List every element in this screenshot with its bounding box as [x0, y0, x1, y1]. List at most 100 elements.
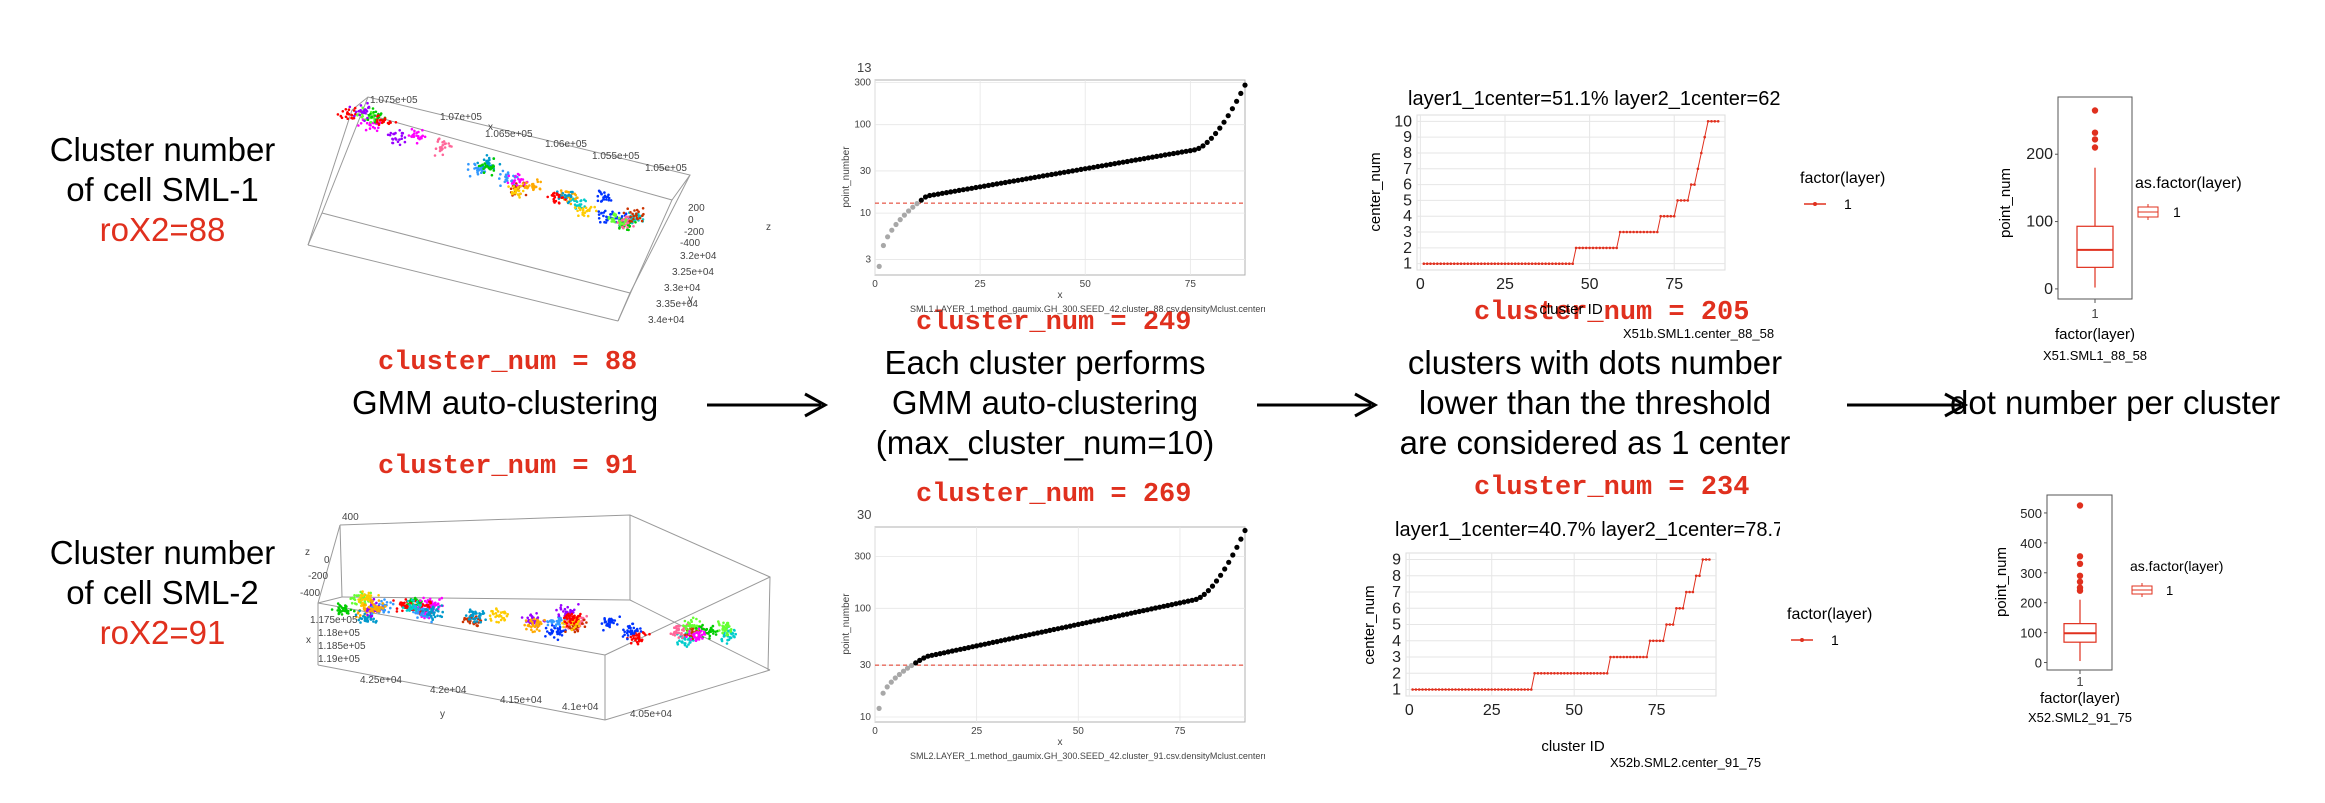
scatter3d-point: [400, 604, 403, 607]
data-point: [1649, 230, 1652, 234]
arrow-2: [1257, 392, 1379, 418]
data-point: [1136, 608, 1142, 615]
data-point: [1169, 602, 1175, 608]
data-point: [1497, 688, 1500, 691]
scatter3d-point: [624, 215, 628, 218]
data-point: [1533, 672, 1536, 675]
y-tick: 3: [1392, 649, 1401, 666]
scatter3d-point: [552, 197, 555, 201]
scatter3d-point: [392, 599, 395, 602]
y-tick: 4.05e+04: [630, 709, 672, 720]
data-point: [1668, 623, 1672, 626]
data-point: [1067, 623, 1073, 629]
chart-title: 13: [857, 60, 871, 75]
scatter3d-point: [357, 618, 360, 622]
scatter3d-point: [720, 639, 724, 643]
scatter3d-point: [560, 634, 564, 637]
data-point: [982, 641, 988, 647]
scatter3d-point: [524, 619, 528, 622]
data-point: [1681, 607, 1685, 610]
chart-caption: SML1.LAYER_1.method_gaumix.GH_300.SEED_4…: [910, 304, 1265, 314]
x-tick: 0: [872, 726, 878, 737]
scatter3d-point: [621, 218, 624, 221]
scatter3d-point: [389, 606, 392, 610]
scatter3d-point: [677, 631, 681, 635]
scatter3d-point: [576, 204, 579, 207]
scatter3d-point: [677, 636, 681, 639]
scatter3d-point: [517, 177, 520, 181]
data-point: [1642, 230, 1646, 234]
scatter3d-point: [697, 627, 701, 631]
data-point: [1229, 106, 1235, 112]
scatter3d-point: [546, 195, 549, 199]
scatter3d-point: [708, 634, 712, 638]
scatter3d-point: [630, 220, 634, 223]
box-plot-sml1: 0 100 200 1 factor(layer) point_num X51.…: [1997, 96, 2147, 363]
scatter3d-point: [687, 621, 690, 624]
scatter3d-point: [369, 120, 373, 124]
scatter3d-point: [363, 598, 367, 601]
scatter3d-point: [574, 197, 577, 201]
data-point: [1425, 262, 1429, 265]
scatter3d-point: [557, 193, 561, 197]
data-point: [1158, 153, 1164, 159]
scatter3d-point: [610, 217, 613, 221]
data-point: [1566, 672, 1569, 675]
legend-item-label: 1: [2173, 204, 2181, 220]
data-point: [1586, 672, 1589, 675]
scatter3d-point: [347, 112, 351, 116]
scatter3d-point: [629, 635, 633, 639]
scatter3d-point: [354, 613, 358, 617]
scatter3d-point: [428, 610, 431, 614]
data-point: [1065, 169, 1071, 175]
x-tick: 1.185e+05: [318, 641, 366, 652]
scatter3d-point: [372, 603, 376, 607]
y-tick: 100: [854, 603, 871, 614]
scatter3d-point: [678, 639, 681, 642]
scatter3d-point: [358, 609, 361, 613]
data-point: [1446, 262, 1449, 265]
scatter3d-point: [378, 118, 382, 122]
scatter3d-point: [681, 640, 684, 643]
z-tick: 400: [342, 512, 359, 523]
y-tick: 4.25e+04: [360, 675, 402, 686]
y-tick: 9: [1403, 129, 1412, 146]
data-point: [1589, 672, 1592, 675]
scatter3d-point: [624, 218, 628, 221]
scatter3d-point: [398, 143, 402, 147]
data-point: [1078, 166, 1084, 172]
outlier-point: [2076, 502, 2084, 509]
scatter3d-point: [697, 638, 701, 641]
scatter3d-point: [731, 632, 735, 635]
x-tick: 75: [1185, 279, 1197, 290]
scatter3d-point: [413, 605, 417, 609]
data-point: [1015, 177, 1021, 183]
scatter3d-point: [559, 189, 563, 192]
x-tick: 1.175e+05: [310, 615, 358, 626]
scatter3d-point: [603, 191, 606, 194]
scatter3d-point: [675, 629, 678, 633]
scatter3d-point: [382, 610, 385, 614]
scatter3d-point: [422, 596, 425, 600]
data-point: [1424, 688, 1428, 691]
x-axis-label: cluster ID: [1541, 738, 1605, 755]
scatter3d-point: [481, 610, 485, 613]
scatter3d-point: [436, 602, 440, 605]
scatter3d-point: [565, 624, 569, 628]
scatter3d-point: [404, 598, 408, 601]
data-point: [1124, 158, 1130, 165]
scatter3d-point: [634, 221, 637, 224]
scatter3d-point: [579, 208, 582, 212]
z-tick: -400: [680, 238, 700, 249]
scatter3d-point: [685, 625, 688, 628]
y-tick: 2: [1392, 665, 1401, 682]
center-plot-sml1: layer1_1center=51.1% layer2_1center=62.1…: [1367, 88, 1780, 341]
data-point: [1213, 130, 1219, 137]
y-tick: 100: [2026, 214, 2053, 231]
scatter3d-point: [539, 620, 542, 624]
scatter3d-point: [581, 622, 584, 625]
data-point: [1204, 139, 1210, 145]
scatter3d-point: [434, 147, 438, 150]
scatter3d-point: [714, 630, 717, 634]
scatter3d-point: [612, 213, 615, 217]
